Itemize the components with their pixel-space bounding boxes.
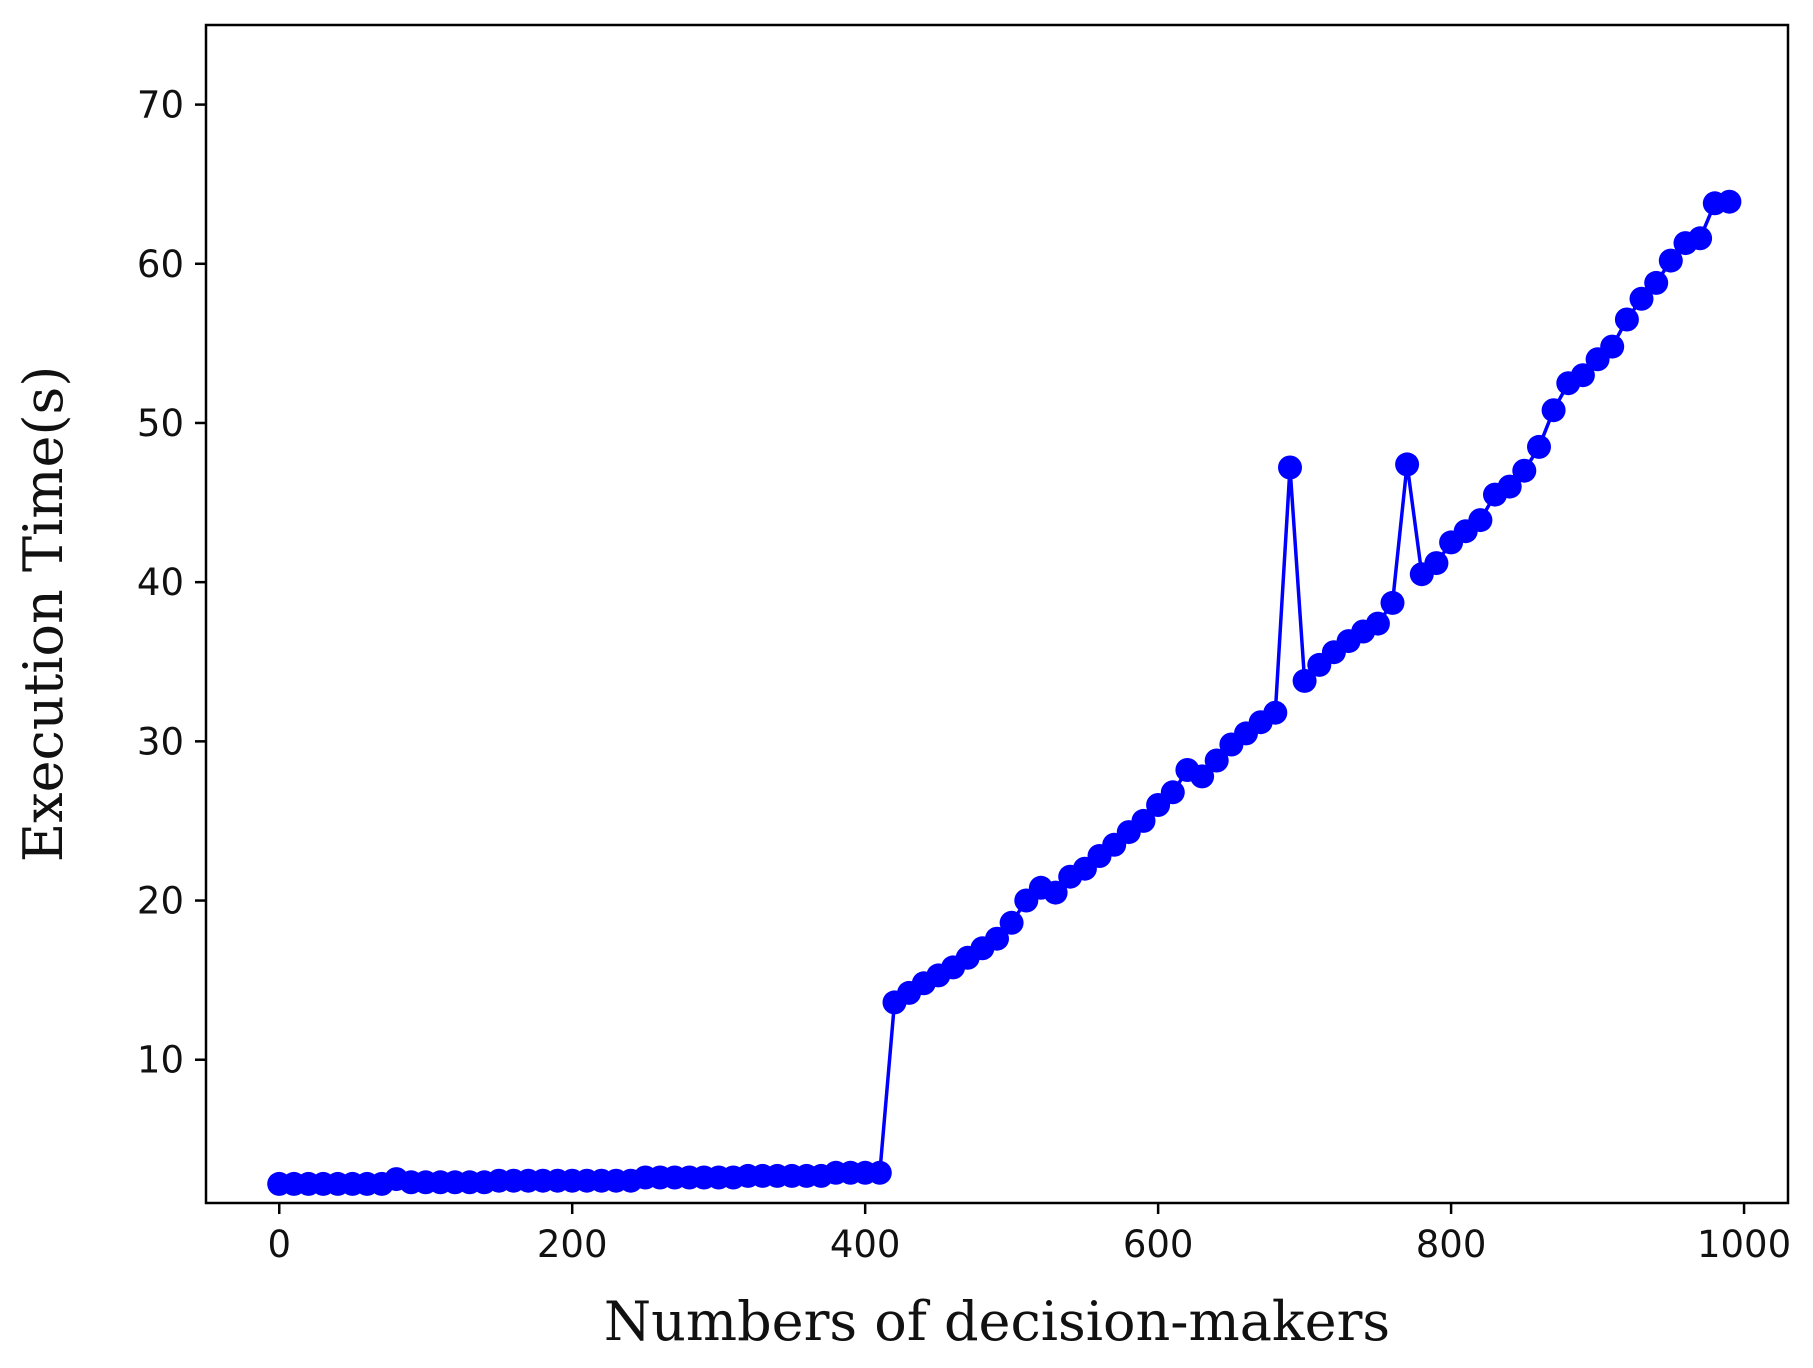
x-axis: 0 200 400 600 800 1000 [267, 1203, 1791, 1266]
data-point [1717, 189, 1742, 214]
data-point [1131, 808, 1156, 833]
data-point [1292, 668, 1317, 693]
x-tick-label: 800 [1416, 1223, 1487, 1266]
y-tick-label: 20 [137, 880, 184, 923]
data-point [1541, 398, 1566, 423]
data-point [1190, 764, 1215, 789]
x-tick-label: 400 [830, 1223, 901, 1266]
plot-frame [204, 23, 1790, 1205]
data-point [1043, 880, 1068, 905]
y-axis: 10 20 30 40 50 60 70 [137, 84, 206, 1082]
data-point [999, 910, 1024, 935]
y-tick-label: 10 [137, 1039, 184, 1082]
data-point [1497, 474, 1522, 499]
data-point [1395, 452, 1420, 477]
data-point [1629, 286, 1654, 311]
data-point [1658, 248, 1683, 273]
data-point [1263, 700, 1288, 725]
x-axis-title: Numbers of decision-makers [604, 1290, 1390, 1353]
x-tick-label: 1000 [1697, 1223, 1791, 1266]
x-tick-label: 200 [537, 1223, 608, 1266]
data-point [985, 926, 1009, 951]
data-point [1204, 748, 1229, 773]
data-point [1160, 780, 1185, 805]
y-tick-label: 70 [137, 84, 184, 127]
series-line [279, 199, 1730, 1186]
x-tick-label: 0 [267, 1223, 291, 1266]
data-point [1278, 455, 1302, 480]
data-point [1614, 307, 1639, 332]
data-point [867, 1160, 892, 1185]
x-tick-label: 600 [1123, 1223, 1194, 1266]
data-point [1512, 458, 1537, 483]
data-point [1380, 590, 1405, 615]
data-point [1688, 226, 1713, 251]
data-point [1424, 551, 1449, 576]
data-point [1365, 611, 1390, 636]
y-tick-label: 30 [137, 720, 184, 763]
y-tick-label: 50 [137, 402, 184, 445]
data-point [1527, 434, 1551, 459]
data-point [1600, 334, 1625, 359]
data-point [1468, 508, 1493, 533]
series-execution-time [267, 189, 1742, 1196]
data-point [1644, 270, 1669, 295]
y-tick-label: 40 [137, 561, 184, 604]
y-axis-title: Execution Time(s) [12, 366, 75, 863]
y-tick-label: 60 [137, 243, 184, 286]
data-point [1570, 363, 1595, 388]
